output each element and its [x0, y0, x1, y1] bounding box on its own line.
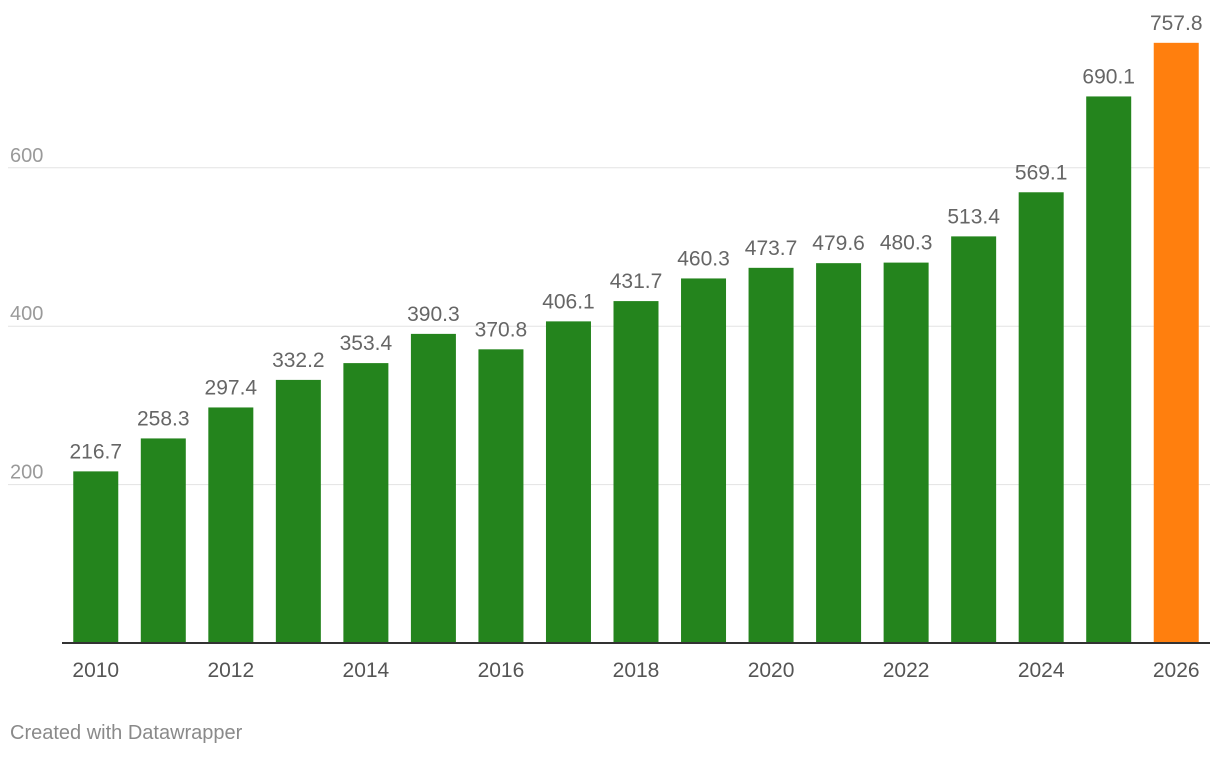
x-tick-label-2026: 2026 [1153, 659, 1200, 682]
bar-2017 [545, 321, 591, 643]
bar-2023 [951, 236, 997, 643]
value-label-2017: 406.1 [542, 290, 595, 313]
bar-2013 [275, 379, 321, 643]
value-label-2016: 370.8 [475, 318, 528, 341]
x-tick-label-2010: 2010 [72, 659, 119, 682]
x-tick-label-2018: 2018 [613, 659, 660, 682]
bar-2019 [681, 278, 727, 643]
bar-chart: 200 400 600 216.7 258.3 297.4 332.2 353.4 390.3… [8, 12, 1210, 682]
value-label-2019: 460.3 [677, 247, 730, 270]
x-tick-label-2016: 2016 [478, 659, 525, 682]
x-tick-label-2024: 2024 [1018, 659, 1065, 682]
y-tick-label: 600 [10, 145, 43, 167]
value-label-2010: 216.7 [69, 440, 122, 463]
y-tick-label: 400 [10, 303, 43, 325]
x-axis-labels: 2010 2012 2014 2016 2018 2020 2022 2024 2026 [72, 659, 1199, 682]
bar-2014 [343, 363, 389, 643]
bar-2018 [613, 301, 659, 643]
value-label-2011: 258.3 [137, 407, 190, 430]
bar-2021 [816, 263, 862, 643]
value-label-2012: 297.4 [205, 376, 258, 399]
value-label-2026: 757.8 [1150, 12, 1203, 35]
x-tick-label-2012: 2012 [207, 659, 254, 682]
bar-2016 [478, 349, 524, 643]
y-axis-labels: 200 400 600 [10, 145, 43, 484]
bar-2022 [883, 262, 929, 643]
bar-2015 [410, 333, 456, 643]
value-label-2013: 332.2 [272, 349, 325, 372]
value-label-2018: 431.7 [610, 270, 663, 293]
bar-2020 [748, 267, 794, 643]
y-tick-label: 200 [10, 462, 43, 484]
value-label-2024: 569.1 [1015, 161, 1068, 184]
bar-2011 [140, 438, 186, 643]
value-label-2022: 480.3 [880, 232, 933, 255]
bar-2012 [208, 407, 254, 643]
bar-2024 [1018, 192, 1064, 643]
bars [73, 42, 1199, 644]
value-label-2014: 353.4 [340, 332, 393, 355]
value-label-2021: 479.6 [812, 232, 865, 255]
bar-2025 [1086, 96, 1132, 644]
x-tick-label-2020: 2020 [748, 659, 795, 682]
value-label-2023: 513.4 [947, 205, 1000, 228]
bar-2026 [1153, 42, 1199, 644]
value-label-2025: 690.1 [1082, 65, 1135, 88]
x-tick-label-2014: 2014 [343, 659, 390, 682]
x-tick-label-2022: 2022 [883, 659, 930, 682]
bar-2010 [73, 471, 119, 643]
value-label-2015: 390.3 [407, 303, 460, 326]
value-labels: 216.7 258.3 297.4 332.2 353.4 390.3 370.8 406.1… [69, 12, 1202, 464]
credit-text: Created with Datawrapper [10, 722, 243, 744]
value-label-2020: 473.7 [745, 237, 798, 260]
